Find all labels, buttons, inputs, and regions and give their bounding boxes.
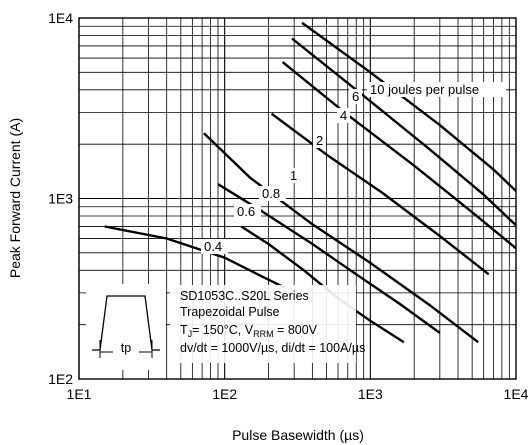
curve-label: 6 — [352, 89, 359, 104]
notes: SD1053C..S20L Series Trapezoidal Pulse T… — [170, 285, 365, 363]
curve-label: 2 — [316, 133, 323, 148]
curve-label-bg — [367, 82, 506, 97]
series-line — [301, 21, 517, 192]
curve-label-bg — [349, 89, 362, 104]
x-tick-label: 1E1 — [67, 386, 92, 402]
series-line — [281, 61, 517, 250]
vrrm-value: = 800V — [274, 323, 318, 337]
conditions-note: TJ= 150°C, VRRM = 800V — [180, 323, 318, 339]
vrrm-subscript: RRM — [253, 329, 274, 339]
series-line — [291, 37, 517, 227]
y-tick-label: 1E4 — [48, 10, 73, 26]
tj-symbol: T — [180, 323, 188, 337]
curve-label: 10 joules per pulse — [370, 82, 479, 97]
series-line — [270, 112, 490, 276]
slew-rate-note: dv/dt = 1000V/µs, di/dt = 100A/µs — [180, 341, 365, 355]
tp-label-bg — [113, 340, 139, 355]
tj-subscript: J — [188, 329, 193, 339]
series-group — [104, 21, 517, 344]
curve-label: 4 — [340, 108, 347, 123]
curve-label: 1 — [290, 168, 297, 183]
curve-label-bg — [337, 108, 350, 123]
x-tick-label: 1E4 — [504, 386, 529, 402]
y-tick-label: 1E2 — [48, 371, 73, 387]
inset-background — [86, 284, 166, 370]
curve-label-bg — [259, 186, 286, 201]
curve-label: 0.6 — [237, 204, 255, 219]
plot-frame — [78, 17, 517, 380]
x-axis-label: Pulse Basewidth (µs) — [232, 427, 364, 443]
curve-label-bg — [201, 239, 228, 254]
tj-value: = 150°C, V — [192, 323, 254, 337]
tp-label: tp — [121, 341, 131, 355]
y-axis-label: Peak Forward Current (A) — [7, 118, 23, 278]
curve-label-bg — [313, 133, 326, 148]
x-tick-label: 1E3 — [358, 386, 383, 402]
series-name-note: SD1053C..S20L Series — [180, 289, 309, 303]
curve-labels: 0.4 0.6 0.8 1 2 46 10 joules per pulse — [201, 82, 506, 254]
series-line — [240, 225, 405, 344]
curve-label: 0.8 — [262, 186, 280, 201]
x-tick-label: 1E2 — [212, 386, 237, 402]
trapezoid-pulse-icon — [92, 295, 160, 351]
y-tick-label: 1E3 — [48, 191, 73, 207]
series-line — [203, 132, 479, 344]
curve-label-bg — [287, 168, 300, 183]
curve-label-bg — [234, 204, 261, 219]
series-line — [104, 225, 286, 289]
notes-background — [170, 285, 356, 363]
curve-label: 0.4 — [204, 239, 222, 254]
pulse-inset: tp — [86, 284, 166, 370]
pulse-shape-note: Trapezoidal Pulse — [180, 305, 280, 319]
